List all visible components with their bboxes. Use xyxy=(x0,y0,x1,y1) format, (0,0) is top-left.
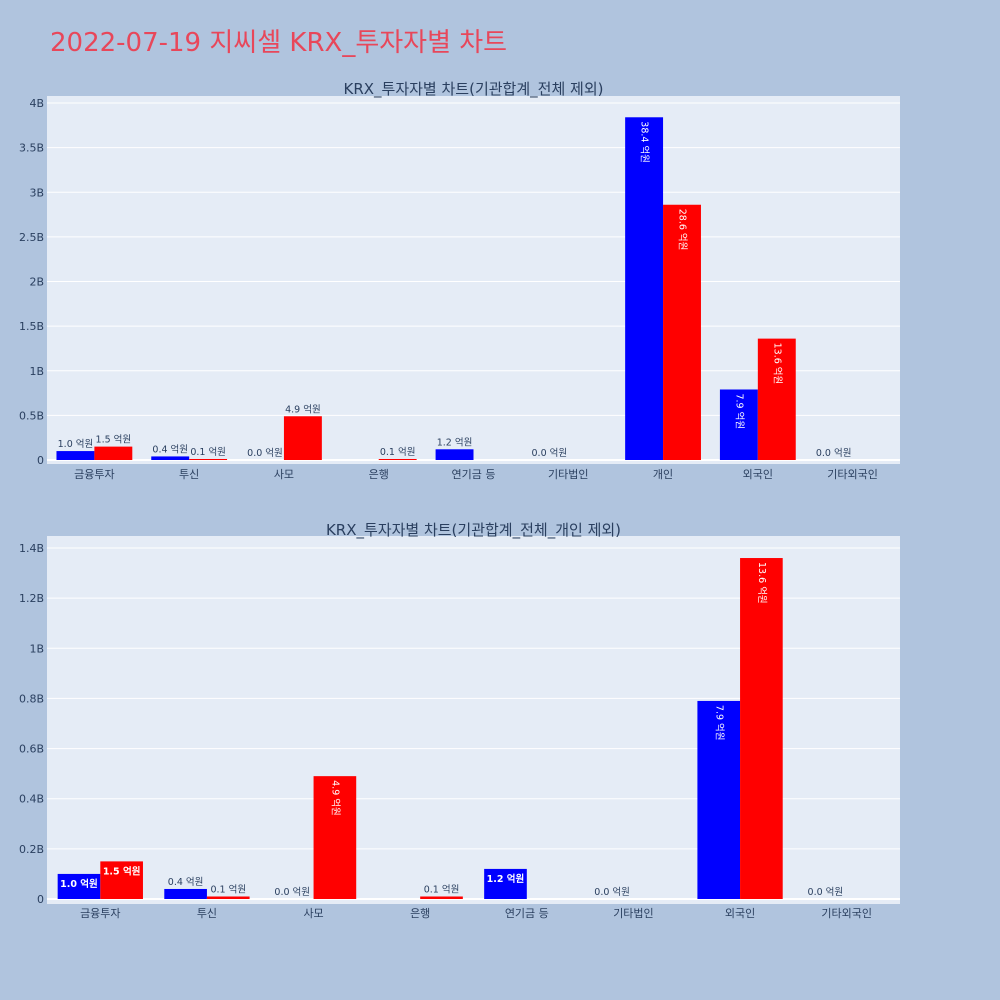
y-tick-label: 0.6B xyxy=(19,743,44,756)
data-label: 0.1 억원 xyxy=(424,883,460,895)
y-tick-label: 1.2B xyxy=(19,592,44,605)
x-tick-label: 금융투자 xyxy=(74,468,114,481)
bar-b xyxy=(189,459,228,460)
x-tick-label: 사모 xyxy=(274,468,294,481)
bar-a xyxy=(57,873,101,899)
y-tick-label: 0 xyxy=(37,454,44,467)
page-title: 2022-07-19 지씨셀 KRX_투자자별 차트 xyxy=(50,28,508,58)
data-label: 1.5 억원 xyxy=(103,865,141,877)
bar-b xyxy=(206,896,250,899)
data-label: 0.1 억원 xyxy=(190,446,226,458)
data-label: 0.4 억원 xyxy=(168,876,204,888)
bar-b xyxy=(663,204,701,460)
bar-b xyxy=(420,896,463,899)
x-tick-label: 기타외국인 xyxy=(827,468,878,481)
y-tick-label: 0.4B xyxy=(19,793,44,806)
bar-a xyxy=(719,389,758,460)
chart-title: KRX_투자자별 차트(기관합계_전체 제외) xyxy=(344,80,604,99)
data-label: 38.4 억원 xyxy=(639,121,651,163)
data-label: 4.9 억원 xyxy=(329,780,341,816)
data-label: 0.0 억원 xyxy=(808,886,844,898)
data-label: 1.5 억원 xyxy=(96,434,132,446)
y-tick-label: 1B xyxy=(29,365,44,378)
bar-a xyxy=(164,888,207,899)
bar-b xyxy=(740,558,783,899)
x-tick-label: 외국인 xyxy=(743,468,773,481)
y-tick-label: 0 xyxy=(37,893,44,906)
y-tick-label: 1B xyxy=(29,642,44,655)
bar-b xyxy=(94,446,133,460)
x-tick-label: 투신 xyxy=(179,468,199,481)
bar-b xyxy=(757,338,796,460)
x-tick-label: 사모 xyxy=(303,907,323,920)
data-label: 1.2 억원 xyxy=(487,873,525,885)
x-tick-label: 외국인 xyxy=(725,907,755,920)
data-label: 0.0 억원 xyxy=(594,886,630,898)
data-label: 0.0 억원 xyxy=(247,447,283,459)
y-tick-label: 2B xyxy=(29,276,44,289)
data-label: 0.4 억원 xyxy=(152,443,188,455)
y-tick-label: 0.8B xyxy=(19,692,44,705)
bar-a xyxy=(435,449,474,460)
chart-1: 0 0.5B 1B 1.5B 2B 2.5B 3B 3.5B 4B KRX_투자자별 차트(기관합… xyxy=(19,80,900,481)
data-label: 0.0 억원 xyxy=(532,447,568,459)
data-label: 28.6 억원 xyxy=(677,209,689,251)
x-tick-label: 연기금 등 xyxy=(505,907,549,920)
x-tick-label: 은행 xyxy=(410,907,430,920)
data-label: 0.0 억원 xyxy=(816,447,852,459)
data-label: 0.1 억원 xyxy=(380,446,416,458)
bar-b xyxy=(378,459,417,460)
data-label: 7.9 억원 xyxy=(713,705,725,741)
x-tick-label: 금융투자 xyxy=(80,907,120,920)
data-label: 1.2 억원 xyxy=(437,436,473,448)
data-label: 1.0 억원 xyxy=(58,438,94,450)
y-tick-label: 3.5B xyxy=(19,142,44,155)
bar-a xyxy=(484,868,527,899)
bar-a xyxy=(56,451,95,460)
y-tick-label: 3B xyxy=(29,186,44,199)
data-label: 0.1 억원 xyxy=(210,883,246,895)
bar-b xyxy=(100,861,143,899)
x-tick-label: 기타법인 xyxy=(613,907,653,920)
x-tick-label: 기타외국인 xyxy=(821,907,872,920)
y-tick-label: 2.5B xyxy=(19,231,44,244)
bar-a xyxy=(151,456,190,460)
bar-a xyxy=(697,700,741,899)
x-tick-label: 은행 xyxy=(369,468,389,481)
chart-title: KRX_투자자별 차트(기관합계_전체_개인 제외) xyxy=(326,521,621,540)
y-tick-label: 1.4B xyxy=(19,542,44,555)
chart-2: 0 0.2B 0.4B 0.6B 0.8B 1B 1.2B 1.4B KRX_투자자별 차트(기… xyxy=(19,521,900,920)
data-label: 13.6 억원 xyxy=(756,562,768,604)
bar-a xyxy=(625,117,664,460)
bar-b xyxy=(313,776,357,899)
x-tick-label: 기타법인 xyxy=(548,468,588,481)
x-tick-label: 개인 xyxy=(653,468,673,481)
bar-b xyxy=(283,416,322,460)
data-label: 13.6 억원 xyxy=(771,343,783,385)
y-tick-label: 0.5B xyxy=(19,409,44,422)
y-tick-label: 4B xyxy=(29,97,44,110)
y-tick-label: 0.2B xyxy=(19,843,44,856)
x-tick-label: 연기금 등 xyxy=(452,468,496,481)
y-tick-label: 1.5B xyxy=(19,320,44,333)
data-label: 1.0 억원 xyxy=(60,878,98,890)
data-label: 4.9 억원 xyxy=(285,403,321,415)
data-label: 7.9 억원 xyxy=(733,393,745,429)
data-label: 0.0 억원 xyxy=(274,886,310,898)
x-tick-label: 투신 xyxy=(197,907,217,920)
